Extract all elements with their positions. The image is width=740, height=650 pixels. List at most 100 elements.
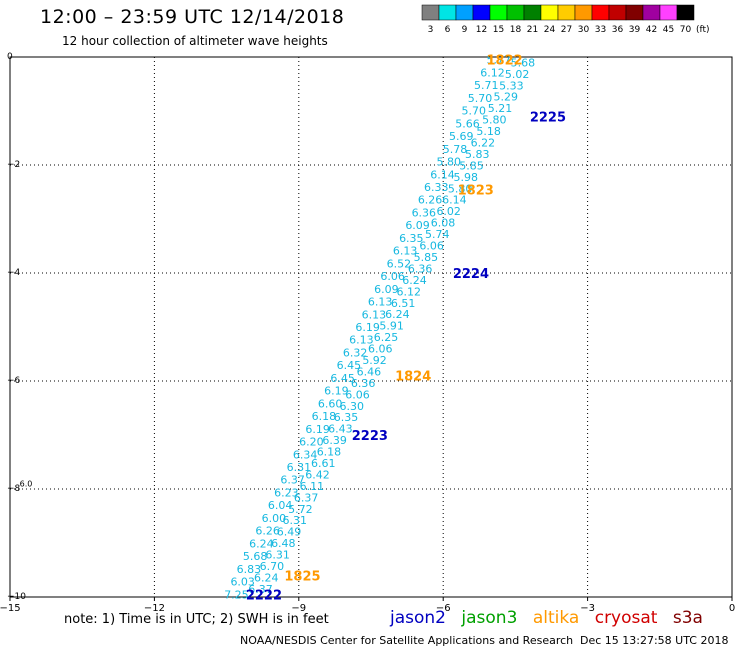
legend-s3a: s3a: [672, 608, 703, 628]
swh-value: 6.46: [357, 365, 382, 378]
swh-value: 6.30: [340, 400, 365, 413]
swh-value: 6.02: [436, 205, 461, 218]
swh-value: 5.69: [449, 130, 474, 143]
y-tick-label: −8: [7, 484, 21, 494]
y-tick-label: −10: [7, 592, 26, 602]
x-tick-label: −12: [144, 603, 165, 614]
swh-value: 6.43: [328, 423, 353, 436]
swh-value: 5.33: [499, 79, 524, 92]
swh-value: 6.26: [418, 194, 443, 207]
color-bin-label: 30: [578, 25, 590, 35]
track-label: 2224: [453, 267, 489, 282]
legend-altika: altika: [532, 608, 580, 628]
x-tick-label: −3: [580, 603, 595, 614]
swh-value: 5.78: [443, 143, 468, 156]
swh-value: 6.52: [387, 257, 412, 270]
swh-value: 6.19: [324, 385, 349, 398]
swh-value: 5.92: [362, 354, 387, 367]
swh-value: 6.00: [262, 512, 287, 525]
swh-value: 5.80: [482, 114, 507, 127]
swh-value: 6.19: [355, 321, 380, 334]
color-bin-label: 6: [445, 25, 451, 35]
swh-value: 6.26: [255, 525, 280, 538]
swh-value: 6.34: [293, 448, 318, 461]
legend-cryosat: cryosat: [594, 608, 658, 628]
swh-value: 5.74: [425, 228, 450, 241]
swh-value: 6.08: [431, 217, 456, 230]
swh-value: 6.36: [351, 377, 376, 390]
page-title: 12:00 – 23:59 UTC 12/14/2018: [40, 6, 345, 28]
swh-value: 6.60: [318, 397, 343, 410]
color-bin-label: 42: [646, 25, 657, 35]
swh-value: 6.51: [391, 297, 416, 310]
track-label: 2225: [530, 110, 566, 125]
swh-value: 6.13: [368, 296, 393, 309]
page-subtitle: 12 hour collection of altimeter wave hei…: [62, 34, 328, 48]
swh-value: 6.18: [312, 410, 337, 423]
x-tick-label: −6: [436, 603, 451, 614]
swh-value: 6.37: [294, 491, 319, 504]
swh-value: 6.24: [385, 308, 410, 321]
legend-jason2: jason2: [390, 608, 446, 628]
track-label: 1823: [458, 183, 494, 198]
swh-value: 6.13: [393, 245, 418, 258]
swh-value: 6.31: [287, 461, 312, 474]
swh-value: 6.06: [345, 388, 370, 401]
swh-value: 6.48: [271, 537, 296, 550]
color-bin-label: 70: [680, 25, 692, 35]
color-bin-label: 39: [629, 25, 641, 35]
swh-value: 6.35: [399, 232, 424, 245]
swh-value: 6.70: [260, 560, 285, 573]
track-label: 2223: [352, 429, 388, 444]
swh-value: 6.61: [311, 457, 336, 470]
swh-value: 6.49: [277, 526, 302, 539]
swh-value: 6.37: [248, 583, 273, 596]
swh-value: 6.83: [237, 563, 261, 576]
swh-value: 6.45: [337, 359, 362, 372]
color-scale-bar: 3 6 9 12 15 18 21 24 27 30 33 36 39 42 45 70 (ft): [421, 4, 710, 35]
swh-value: 5.80: [437, 156, 462, 169]
swh-value: 6.24: [254, 571, 279, 584]
swh-value: 6.09: [374, 283, 399, 296]
swh-value: 6.14: [430, 168, 455, 181]
swh-value: 6.22: [471, 137, 496, 150]
track-label: 2222: [246, 588, 282, 603]
swh-value: 6.36: [408, 262, 433, 275]
swh-value: 6.03: [230, 576, 255, 589]
swh-value: 6.13: [349, 334, 374, 347]
track-label: 1824: [395, 370, 431, 385]
swh-value: 6.42: [305, 468, 330, 481]
swh-value: 6.18: [317, 446, 342, 459]
y-tick-label: −6: [7, 376, 21, 386]
swh-value: 5.70: [462, 105, 487, 118]
swh-value: 6.24: [249, 537, 274, 550]
footer-timestamp: Dec 15 13:27:58 UTC 2018: [580, 634, 729, 647]
swh-value: 6.32: [343, 346, 368, 359]
track-label: 1822: [487, 54, 523, 69]
swh-value: 5.66: [455, 117, 480, 130]
swh-value: 6.45: [330, 372, 355, 385]
color-bin-label: 27: [561, 25, 572, 35]
swh-value: 5.29: [493, 91, 518, 104]
color-bin-label: 3: [428, 25, 434, 35]
swh-value: 5.70: [468, 92, 493, 105]
color-bin-label: 36: [612, 25, 624, 35]
color-bar-unit: (ft): [696, 25, 710, 35]
color-bin-label: 24: [544, 25, 556, 35]
swh-value: 5.71: [474, 79, 499, 92]
swh-value: 6.35: [334, 411, 359, 424]
track-label: 1825: [284, 569, 320, 584]
color-bin-label: 21: [527, 25, 538, 35]
color-bin-label: 45: [663, 25, 674, 35]
x-tick-label: 0: [729, 603, 735, 614]
swh-value: 6.14: [442, 194, 467, 207]
color-bin: [676, 4, 695, 21]
swh-value: 5.18: [476, 125, 501, 138]
swh-value: 6.04: [268, 499, 293, 512]
swh-value: 5.68: [511, 56, 536, 69]
map-frame: [9, 56, 733, 598]
y-tick-label: −4: [7, 268, 21, 278]
swh-value: 5.98: [454, 171, 479, 184]
swh-value: 6.31: [265, 549, 290, 562]
